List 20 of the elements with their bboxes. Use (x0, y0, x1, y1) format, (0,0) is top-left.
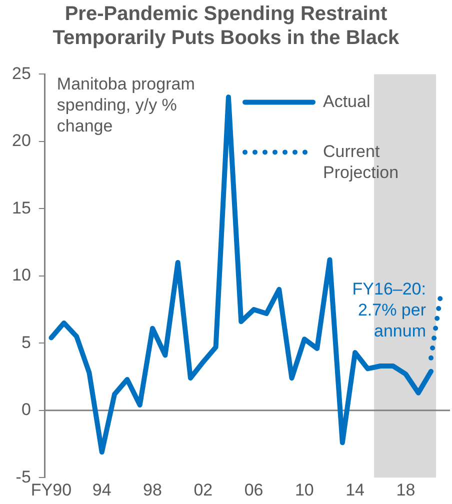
y-tick-label: -5 (16, 467, 31, 486)
x-tick-label: 02 (194, 480, 213, 500)
y-tick-label: 10 (12, 266, 31, 285)
x-tick-label: 06 (244, 480, 264, 500)
y-tick-label: 15 (12, 198, 31, 218)
x-tick-label: 98 (143, 480, 162, 500)
x-tick-label: FY90 (30, 480, 72, 500)
annotation: FY16–20: 2.7% per annum (352, 279, 426, 340)
legend-label: Current Projection (323, 142, 399, 182)
legend-label: Actual (323, 92, 370, 111)
y-tick-label: 0 (21, 400, 31, 420)
y-tick-label: 20 (12, 131, 31, 150)
x-tick-label: 10 (294, 480, 314, 500)
x-tick-label: 94 (92, 480, 112, 500)
y-tick-label: 25 (12, 64, 31, 83)
x-tick-label: 18 (396, 480, 416, 500)
y-tick-label: 5 (21, 332, 31, 352)
y-axis-title: Manitoba program spending, y/y % change (56, 74, 195, 136)
x-tick-label: 14 (346, 480, 365, 500)
chart-title: Pre-Pandemic Spending Restraint Temporarily Puts Books in the Black (52, 2, 400, 50)
